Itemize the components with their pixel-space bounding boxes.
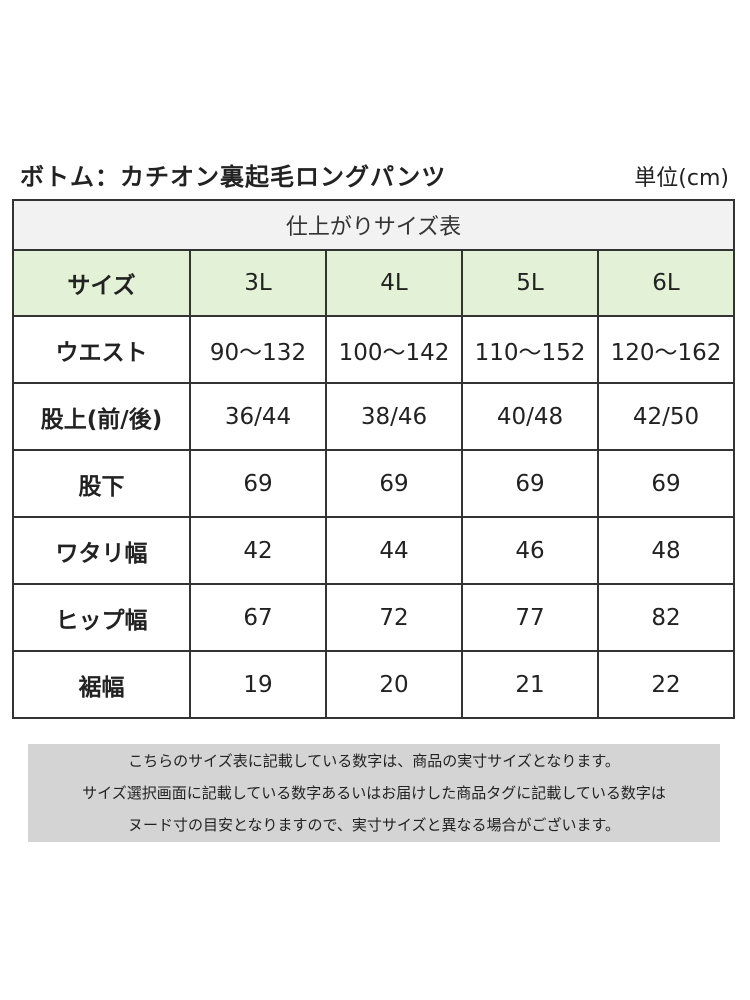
table-cell: 100〜142 — [325, 315, 463, 384]
table-cell: 38/46 — [325, 382, 463, 451]
size-header-label: サイズ — [12, 249, 191, 317]
table-cell: 42/50 — [597, 382, 735, 451]
table-cell: 44 — [325, 516, 463, 585]
note-line: サイズ選択画面に記載している数字あるいはお届けした商品タグに記載している数字は — [82, 784, 666, 802]
table-cell: 69 — [461, 449, 599, 518]
table-cell: 19 — [189, 650, 327, 719]
size-header-row: サイズ 3L 4L 5L 6L — [12, 249, 735, 317]
table-caption: 仕上がりサイズ表 — [12, 199, 735, 251]
table-cell: 72 — [325, 583, 463, 652]
size-header-cell: 4L — [325, 249, 463, 317]
table-cell: 90〜132 — [189, 315, 327, 384]
table-row-rise: 股上(前/後) 36/44 38/46 40/48 42/50 — [12, 382, 735, 451]
size-header-cell: 5L — [461, 249, 599, 317]
table-cell: 67 — [189, 583, 327, 652]
table-cell: 42 — [189, 516, 327, 585]
table-cell: 120〜162 — [597, 315, 735, 384]
table-cell: 46 — [461, 516, 599, 585]
unit-label: 単位(cm) — [634, 166, 729, 191]
size-table: 仕上がりサイズ表 サイズ 3L 4L 5L 6L ウエスト 90〜132 100… — [12, 199, 735, 719]
table-cell: 69 — [189, 449, 327, 518]
table-row-thigh: ワタリ幅 42 44 46 48 — [12, 516, 735, 585]
size-header-cell: 6L — [597, 249, 735, 317]
product-title: ボトム：カチオン裏起毛ロングパンツ — [20, 163, 447, 191]
table-cell: 69 — [597, 449, 735, 518]
size-note: こちらのサイズ表に記載している数字は、商品の実寸サイズとなります。 サイズ選択画… — [28, 744, 720, 842]
note-line: こちらのサイズ表に記載している数字は、商品の実寸サイズとなります。 — [128, 752, 620, 770]
table-cell: 110〜152 — [461, 315, 599, 384]
table-row-waist: ウエスト 90〜132 100〜142 110〜152 120〜162 — [12, 315, 735, 384]
row-label: ヒップ幅 — [12, 583, 191, 652]
note-line: ヌード寸の目安となりますので、実寸サイズと異なる場合がございます。 — [127, 816, 620, 834]
table-cell: 40/48 — [461, 382, 599, 451]
table-cell: 77 — [461, 583, 599, 652]
table-row-hip: ヒップ幅 67 72 77 82 — [12, 583, 735, 652]
table-cell: 22 — [597, 650, 735, 719]
table-cell: 36/44 — [189, 382, 327, 451]
row-label: ワタリ幅 — [12, 516, 191, 585]
table-row-hem: 裾幅 19 20 21 22 — [12, 650, 735, 719]
table-caption-row: 仕上がりサイズ表 — [12, 199, 735, 251]
row-label: 股上(前/後) — [12, 382, 191, 451]
table-cell: 82 — [597, 583, 735, 652]
table-cell: 69 — [325, 449, 463, 518]
size-header-cell: 3L — [189, 249, 327, 317]
table-cell: 21 — [461, 650, 599, 719]
row-label: 裾幅 — [12, 650, 191, 719]
table-row-inseam: 股下 69 69 69 69 — [12, 449, 735, 518]
table-cell: 20 — [325, 650, 463, 719]
table-cell: 48 — [597, 516, 735, 585]
row-label: ウエスト — [12, 315, 191, 384]
row-label: 股下 — [12, 449, 191, 518]
